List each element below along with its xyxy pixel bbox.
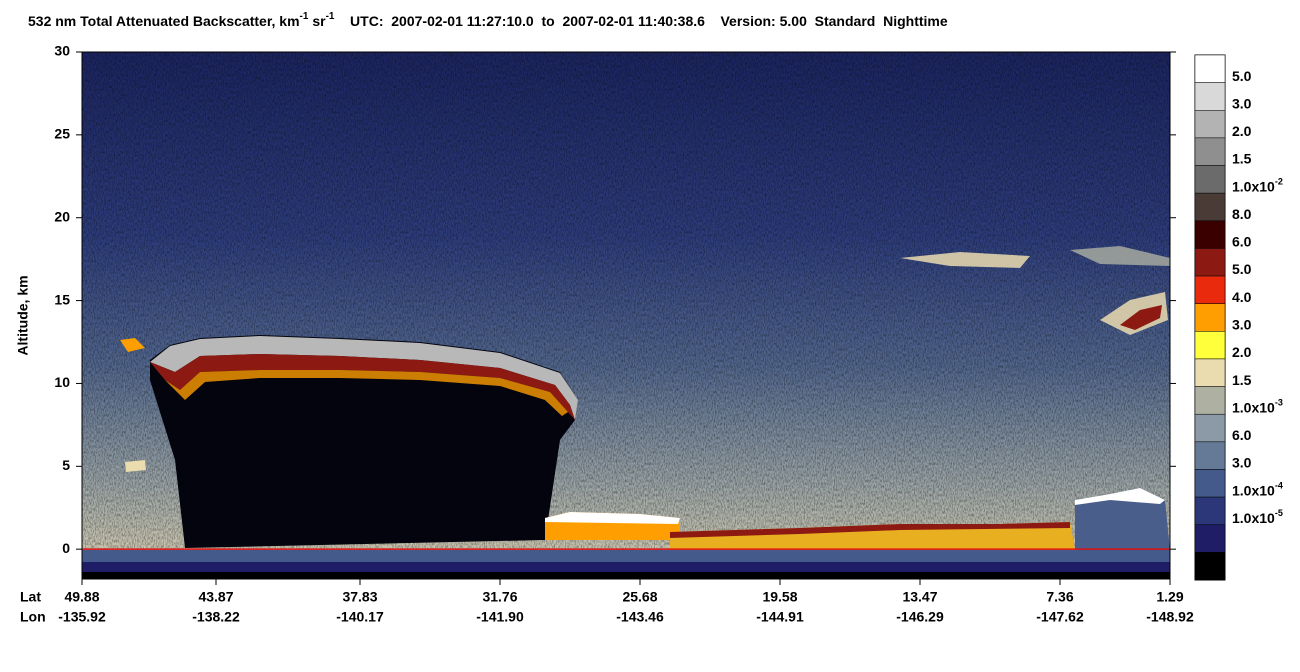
low-cloud-top: [1075, 488, 1165, 505]
colorbar-label: 2.0: [1232, 123, 1252, 139]
ground-signal: [82, 550, 1170, 562]
colorbar-label: 5.0: [1232, 261, 1252, 277]
cloud: [125, 460, 146, 472]
colorbar-label: 1.0x10-3: [1232, 398, 1283, 415]
attenuated-region: [150, 335, 578, 548]
title-text: 532 nm Total Attenuated Backscatter, km: [28, 13, 300, 29]
colorbar-label: 3.0: [1232, 455, 1252, 471]
title-superscript: -1: [300, 11, 309, 22]
x-tick-label-lat: 43.87: [198, 589, 233, 605]
y-tick-label: 5: [62, 457, 70, 473]
cloud-band: [165, 370, 568, 416]
colorbar-label-exponent: -5: [1275, 509, 1283, 519]
cirrus: [900, 252, 1030, 268]
colorbar-band: [1194, 110, 1226, 139]
low-cloud: [1075, 488, 1170, 550]
colorbar-label-text: 1.0x10: [1232, 510, 1275, 526]
x-tick-label-lat: 31.76: [482, 589, 517, 605]
colorbar-band: [1194, 358, 1226, 387]
low-cloud-band: [670, 522, 1070, 538]
chart-title: 532 nm Total Attenuated Backscatter, km-…: [28, 11, 948, 29]
x-tick-label-lon: -147.62: [1036, 609, 1084, 625]
colorbar-band: [1194, 54, 1226, 83]
colorbar-label: 2.0: [1232, 344, 1252, 360]
x-tick-label-lon: -138.22: [192, 609, 240, 625]
colorbar-band: [1194, 165, 1226, 194]
x-tick-label-lon: -144.91: [756, 609, 804, 625]
colorbar-label-text: 1.0x10: [1232, 178, 1275, 194]
colorbar-label: 4.0: [1232, 289, 1252, 305]
cirrus: [1100, 292, 1168, 335]
x-tick-label-lat: 25.68: [622, 589, 657, 605]
x-tick-label-lat: 37.83: [342, 589, 377, 605]
colorbar-band: [1194, 331, 1226, 360]
y-tick-label: 15: [54, 291, 70, 307]
colorbar-label: 1.0x10-5: [1232, 509, 1283, 526]
colorbar-band: [1194, 303, 1226, 332]
low-cloud-top: [545, 512, 680, 524]
colorbar-band: [1194, 413, 1226, 443]
colorbar-label-text: 1.0x10: [1232, 482, 1275, 498]
title-superscript: -1: [326, 11, 335, 22]
colorbar-band: [1194, 469, 1226, 498]
colorbar-label-exponent: -2: [1275, 177, 1283, 187]
colorbar-label: 6.0: [1232, 234, 1252, 250]
colorbar-label: 6.0: [1232, 427, 1252, 443]
x-tick-label-lat: 7.36: [1046, 589, 1073, 605]
y-axis-label: Altitude, km: [15, 275, 31, 355]
below-ground: [82, 572, 1170, 579]
colorbar-label: 1.5: [1232, 151, 1252, 167]
x-tick-label-lat: 13.47: [902, 589, 937, 605]
colorbar-band: [1194, 275, 1226, 304]
x-tick-label-lon: -140.17: [336, 609, 384, 625]
x-tick-label-lon: -135.92: [58, 609, 106, 625]
x-tick-label-lon: -143.46: [616, 609, 664, 625]
colorbar-label: 8.0: [1232, 206, 1252, 222]
x-row-label: Lat: [20, 589, 41, 605]
plot-area: [82, 52, 1170, 579]
colorbar-label: 1.0x10-2: [1232, 177, 1283, 194]
x-tick-label-lon: -148.92: [1146, 609, 1194, 625]
colorbar-band: [1194, 192, 1226, 222]
colorbar-band: [1194, 386, 1226, 415]
title-text: sr: [308, 13, 326, 29]
colorbar-band: [1194, 524, 1226, 553]
colorbar-band: [1194, 441, 1226, 470]
colorbar-band: [1194, 82, 1226, 111]
title-text: UTC: 2007-02-01 11:27:10.0 to 2007-02-01…: [334, 13, 947, 29]
ground-signal: [82, 562, 1170, 572]
cirrus: [1070, 246, 1170, 266]
cirrus-core: [1120, 305, 1162, 330]
colorbar-label-text: 1.0x10: [1232, 399, 1275, 415]
cloud: [120, 338, 145, 352]
colorbar-label: 1.0x10-4: [1232, 481, 1283, 498]
x-tick-label-lat: 49.88: [64, 589, 99, 605]
colorbar-band: [1194, 248, 1226, 277]
colorbar-label-exponent: -4: [1275, 481, 1283, 491]
x-tick-label-lat: 19.58: [762, 589, 797, 605]
y-tick-label: 30: [54, 43, 70, 59]
cloud-top: [150, 336, 578, 420]
colorbar-label: 5.0: [1232, 68, 1252, 84]
cloud-band: [150, 354, 575, 420]
y-tick-label: 20: [54, 208, 70, 224]
colorbar-band: [1194, 552, 1226, 581]
x-tick-label-lon: -141.90: [476, 609, 524, 625]
colorbar-label: 3.0: [1232, 316, 1252, 332]
y-tick-label: 0: [62, 540, 70, 556]
colorbar-band: [1194, 220, 1226, 249]
colorbar-band: [1194, 496, 1226, 525]
x-tick-label-lat: 1.29: [1156, 589, 1183, 605]
x-tick-label-lon: -146.29: [896, 609, 944, 625]
colorbar-label: 3.0: [1232, 95, 1252, 111]
colorbar-label: 1.5: [1232, 372, 1252, 388]
x-row-label: Lon: [20, 609, 46, 625]
plot-frame: [81, 51, 1171, 580]
y-tick-label: 25: [54, 126, 70, 142]
y-tick-label: 10: [54, 374, 70, 390]
colorbar-label-exponent: -3: [1275, 398, 1283, 408]
colorbar-band: [1194, 137, 1226, 166]
